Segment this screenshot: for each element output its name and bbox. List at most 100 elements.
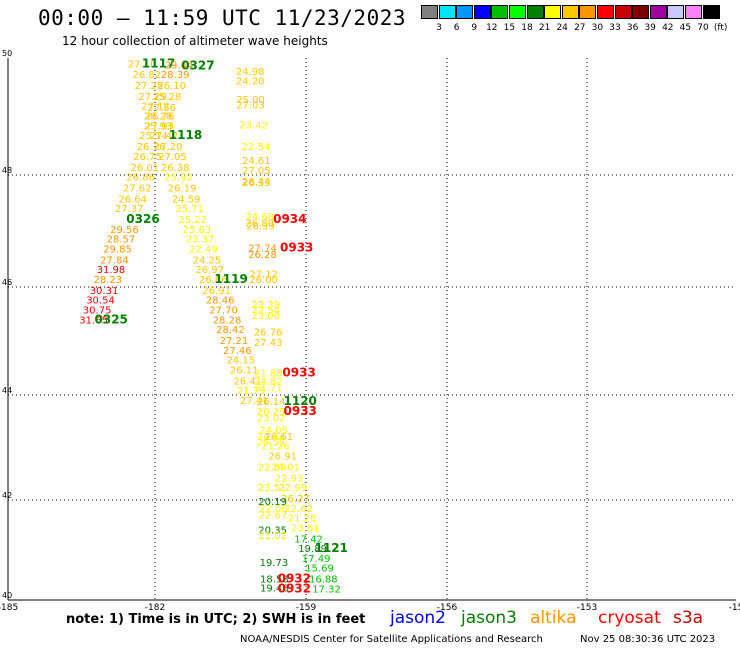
wave-height-label: 25.93 bbox=[144, 121, 173, 132]
wave-height-label: 25.55 bbox=[257, 437, 286, 448]
color-scale-swatch bbox=[544, 5, 562, 19]
wave-height-label: 28.28 bbox=[213, 315, 242, 326]
wave-height-label: 27.28 bbox=[135, 81, 164, 92]
footer-note: note: 1) Time is in UTC; 2) SWH is in fe… bbox=[66, 612, 366, 627]
wave-height-label: 26.19 bbox=[168, 184, 197, 195]
color-scale-label: 3 bbox=[436, 23, 442, 33]
pass-time-label: 0325 bbox=[95, 312, 128, 326]
wave-height-label: 26.14 bbox=[257, 397, 286, 408]
satellite-altika-label: altika bbox=[530, 608, 577, 628]
y-tick-label: 44 bbox=[2, 386, 12, 395]
wave-height-label: 27.43 bbox=[254, 338, 283, 349]
wave-height-label: 26.38 bbox=[161, 163, 190, 174]
color-scale-swatch bbox=[649, 5, 667, 19]
pass-time-label: 1118 bbox=[169, 128, 202, 142]
satellite-jason3-label: jason3 bbox=[461, 608, 517, 628]
x-tick-label: -153 bbox=[577, 603, 597, 613]
wave-height-label: 27.41 bbox=[240, 396, 269, 407]
color-scale-label: 70 bbox=[697, 23, 709, 33]
wave-height-label: 31.65 bbox=[79, 315, 108, 326]
wave-height-label: 22.99 bbox=[278, 483, 307, 494]
wave-height-label: 19.73 bbox=[260, 558, 289, 569]
satellite-cryosat-label: cryosat bbox=[598, 608, 661, 628]
wave-height-label: 27.84 bbox=[100, 255, 129, 266]
wave-height-label: 27.29 bbox=[138, 92, 167, 103]
pass-time-label: 0933 bbox=[282, 366, 315, 380]
wave-height-label: 20.29 bbox=[257, 407, 286, 418]
wave-height-label: 26.11 bbox=[230, 365, 259, 376]
wave-height-label: 22.49 bbox=[189, 245, 218, 256]
wave-height-label: 15.69 bbox=[305, 564, 334, 575]
x-tick-label: -185 bbox=[0, 603, 18, 613]
wave-height-label: 26.01 bbox=[131, 163, 160, 174]
wave-height-label: 23.51 bbox=[258, 483, 287, 494]
pass-time-label: 0933 bbox=[280, 240, 313, 254]
wave-height-label: 28.57 bbox=[107, 235, 136, 246]
wave-height-label: 28.28 bbox=[144, 112, 173, 123]
wave-height-label: 19.89 bbox=[298, 544, 327, 555]
wave-height-label: 23.81 bbox=[291, 523, 320, 534]
pass-time-label: 0932 bbox=[278, 581, 311, 595]
wave-height-label: 26.41 bbox=[233, 376, 262, 387]
wave-height-label: 21.28 bbox=[288, 514, 317, 525]
color-scale-swatch bbox=[509, 5, 526, 19]
wave-height-label: 24.98 bbox=[236, 67, 265, 78]
wave-height-label: 27.46 bbox=[223, 346, 252, 357]
wave-height-label: 27.21 bbox=[220, 336, 249, 347]
wave-height-label: 25.22 bbox=[179, 215, 208, 226]
wave-height-label: 26.97 bbox=[195, 265, 224, 276]
y-tick-label: 40 bbox=[2, 591, 12, 600]
color-scale-swatch bbox=[421, 5, 438, 19]
wave-height-label: 29.85 bbox=[103, 245, 132, 256]
wave-height-label: 17.49 bbox=[302, 554, 331, 565]
color-scale-swatch bbox=[632, 5, 650, 19]
wave-height-label: 26.76 bbox=[254, 327, 283, 338]
wave-height-label: 25.00 bbox=[236, 95, 265, 106]
wave-height-label: 24.59 bbox=[172, 194, 201, 205]
color-scale-swatch bbox=[614, 5, 632, 19]
wave-height-label: 25.28 bbox=[153, 92, 182, 103]
pass-time-label: 1121 bbox=[315, 541, 348, 555]
pass-time-label: 1119 bbox=[214, 272, 247, 286]
color-scale-label: 42 bbox=[662, 23, 674, 33]
color-scale-swatch bbox=[491, 5, 509, 19]
wave-height-label: 26.27 bbox=[281, 494, 310, 505]
y-tick-label: 50 bbox=[2, 49, 12, 58]
wave-height-label: 26.39 bbox=[246, 222, 275, 233]
color-scale-label: 36 bbox=[626, 23, 639, 33]
wave-height-label: 26.86 bbox=[126, 173, 155, 184]
wave-height-label: 30.31 bbox=[90, 286, 119, 297]
y-tick-label: 48 bbox=[2, 166, 12, 175]
wave-height-label: 26.75 bbox=[133, 152, 162, 163]
wave-height-label: 27.56 bbox=[147, 103, 176, 114]
chart-title: 00:00 – 11:59 UTC 11/23/2023 bbox=[38, 6, 407, 30]
wave-height-label: 28.46 bbox=[206, 296, 235, 307]
color-scale-label: 39 bbox=[644, 23, 656, 33]
color-scale-label: (ft) bbox=[713, 23, 728, 33]
wave-height-label: 26.76 bbox=[146, 112, 175, 123]
color-scale-label: 15 bbox=[503, 23, 516, 33]
color-scale-label: 45 bbox=[679, 23, 692, 33]
wave-height-label: 26.61 bbox=[265, 432, 294, 443]
wave-height-label: 29.56 bbox=[110, 225, 139, 236]
wave-height-label: 24.25 bbox=[193, 255, 222, 266]
wave-height-label: 27.12 bbox=[249, 270, 278, 281]
pass-time-label: 0933 bbox=[284, 404, 317, 418]
wave-height-label: 19.46 bbox=[260, 583, 289, 594]
pass-time-label: 0326 bbox=[126, 212, 159, 226]
wave-height-label: 29.44 bbox=[165, 60, 194, 71]
wave-height-label: 26.82 bbox=[133, 70, 162, 81]
satellite-jason2-label: jason2 bbox=[390, 608, 446, 628]
wave-height-label: 24.20 bbox=[236, 77, 265, 88]
wave-height-label: 20.35 bbox=[258, 526, 287, 537]
wave-height-label: 27.93 bbox=[145, 121, 174, 132]
color-scale-label: 21 bbox=[538, 23, 551, 33]
wave-height-label: 26.00 bbox=[249, 275, 278, 286]
wave-height-label: 21.02 bbox=[258, 531, 287, 542]
color-scale-label: 33 bbox=[609, 23, 621, 33]
wave-height-label: 27.62 bbox=[123, 184, 152, 195]
wave-height-label: 28.39 bbox=[161, 70, 190, 81]
wave-height-label: 16.88 bbox=[309, 575, 338, 586]
color-scale-label: 24 bbox=[556, 23, 568, 33]
chart-subtitle: 12 hour collection of altimeter wave hei… bbox=[62, 34, 328, 48]
